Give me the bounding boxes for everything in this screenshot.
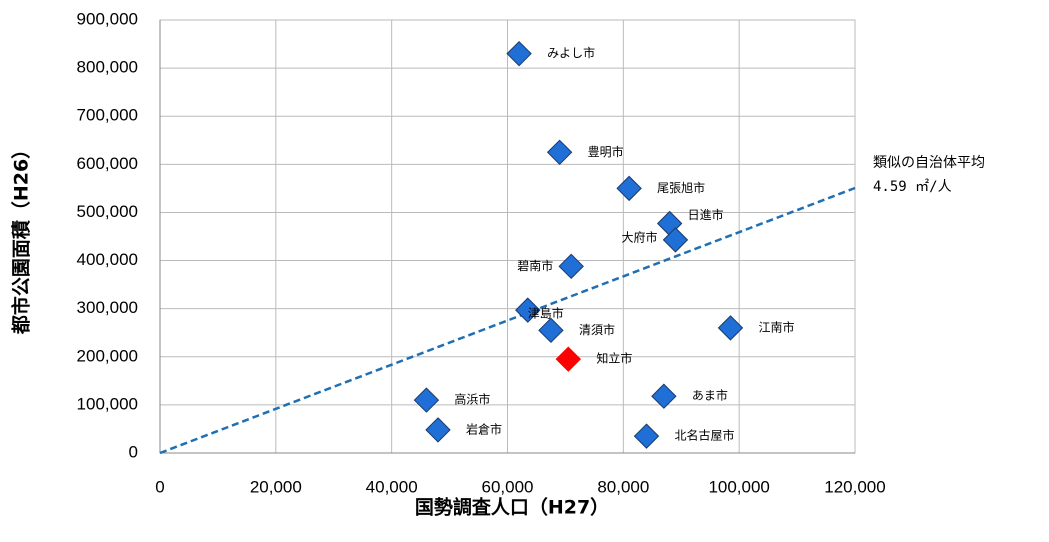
point	[651, 383, 677, 409]
point-label: 豊明市	[588, 144, 624, 159]
y-tick-label: 500,000	[77, 202, 138, 221]
point	[717, 315, 744, 341]
point	[546, 139, 573, 166]
point-label: みよし市	[547, 45, 595, 60]
point-label: 知立市	[596, 351, 632, 366]
y-tick-label: 900,000	[77, 9, 138, 28]
y-tick-label: 400,000	[77, 250, 138, 269]
point-label: 江南市	[758, 319, 794, 334]
y-tick-label: 100,000	[77, 394, 138, 413]
x-tick-label: 80,000	[597, 477, 649, 496]
point-label: 北名古屋市	[675, 428, 735, 443]
point-label: 岩倉市	[466, 421, 502, 436]
point	[425, 417, 451, 443]
y-tick-label: 600,000	[77, 154, 138, 173]
point-label: 碧南市	[517, 258, 553, 273]
point	[633, 423, 660, 449]
y-axis-title: 都市公園面積（H26）	[10, 140, 33, 335]
point-label: 日進市	[688, 207, 724, 222]
y-tick-label: 0	[129, 442, 138, 461]
y-tick-label: 700,000	[77, 106, 138, 125]
x-tick-label: 100,000	[708, 477, 769, 496]
trend-line	[159, 186, 856, 455]
x-tick-label: 20,000	[250, 477, 302, 496]
point-label: 高浜市	[454, 392, 490, 407]
point-label: 清須市	[579, 322, 615, 337]
y-tick-label: 200,000	[77, 346, 138, 365]
point-label: 津島市	[528, 306, 564, 321]
point	[506, 40, 532, 67]
x-axis-title: 国勢調査人口（H27）	[415, 496, 609, 519]
point-label: 大府市	[621, 229, 657, 244]
point	[413, 387, 440, 413]
point	[555, 346, 582, 372]
point-label: 尾張旭市	[657, 180, 705, 195]
x-tick-label: 0	[155, 477, 164, 496]
x-tick-label: 60,000	[482, 477, 534, 496]
point	[558, 253, 584, 280]
y-tick-label: 300,000	[77, 298, 138, 317]
point	[538, 317, 564, 344]
point	[616, 175, 642, 202]
y-tick-label: 800,000	[77, 58, 138, 77]
x-tick-label: 120,000	[824, 477, 885, 496]
point	[515, 297, 541, 323]
trend-annotation: 4.59 ㎡/人	[873, 179, 952, 195]
point-label: あま市	[692, 388, 728, 403]
x-tick-label: 40,000	[366, 477, 418, 496]
point	[662, 227, 689, 253]
trend-annotation: 類似の自治体平均	[873, 155, 985, 171]
